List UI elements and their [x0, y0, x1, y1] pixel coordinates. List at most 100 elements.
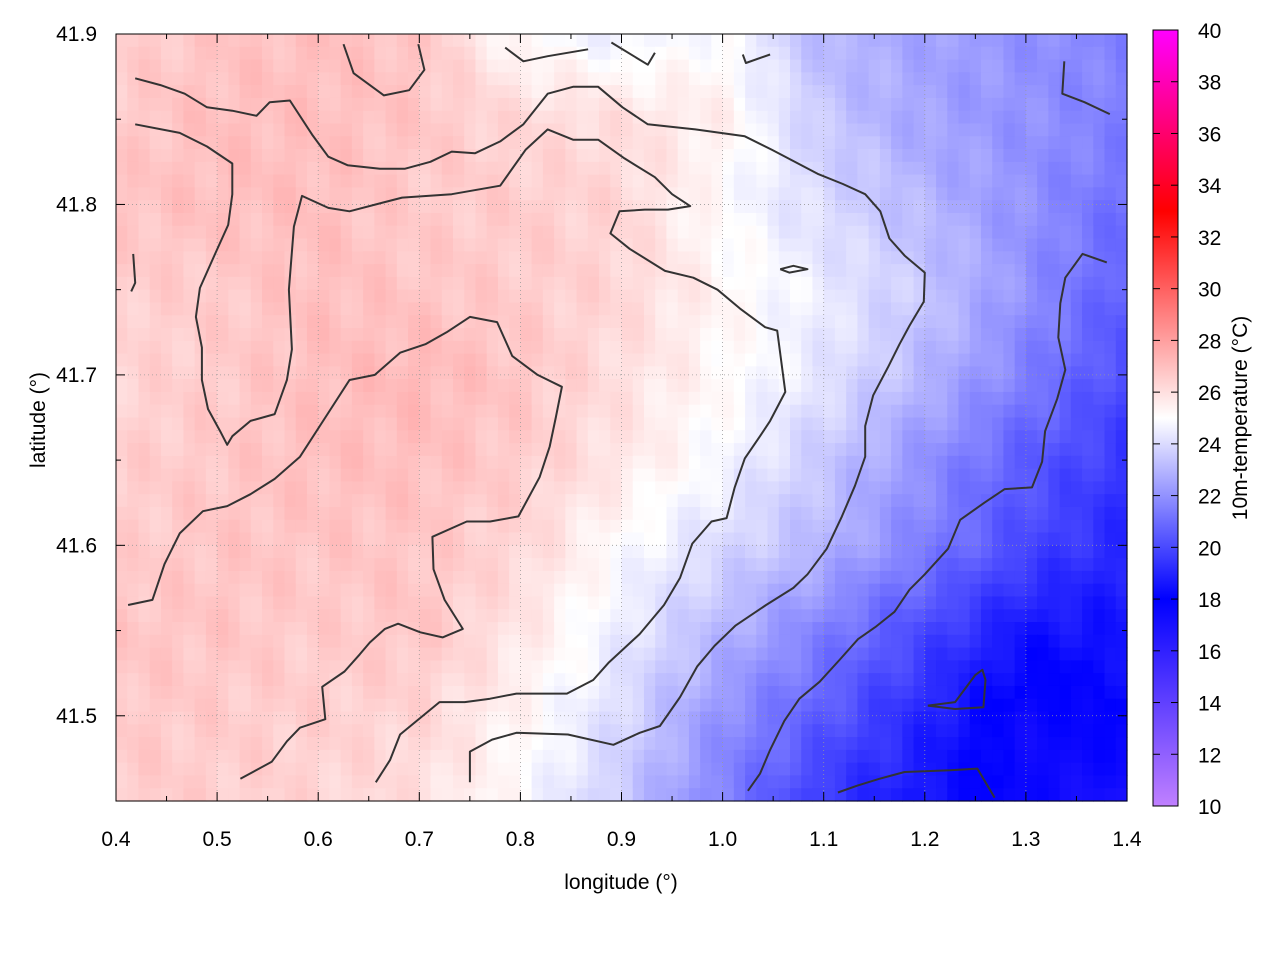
heatmap-cell — [902, 519, 915, 534]
heatmap-cell — [621, 519, 634, 534]
heatmap-cell — [756, 353, 769, 367]
heatmap-cell — [1104, 225, 1117, 240]
heatmap-cell — [295, 622, 308, 636]
heatmap-cell — [913, 417, 926, 431]
heatmap-cell — [1059, 673, 1072, 687]
heatmap-cell — [486, 647, 499, 661]
heatmap-cell — [1093, 468, 1106, 483]
heatmap-cell — [183, 289, 196, 304]
heatmap-cell — [497, 328, 510, 342]
heatmap-cell — [239, 46, 252, 61]
heatmap-cell — [992, 212, 1005, 227]
heatmap-cell — [790, 315, 802, 329]
heatmap-cell — [430, 634, 443, 649]
heatmap-cell — [891, 660, 903, 674]
heatmap-cell — [520, 340, 533, 355]
heatmap-cell — [138, 353, 151, 367]
heatmap-cell — [340, 583, 353, 598]
heatmap-cell — [306, 174, 319, 188]
heatmap-cell — [318, 85, 331, 99]
heatmap-cell — [554, 622, 566, 636]
heatmap-cell — [688, 685, 701, 700]
heatmap-cell — [733, 276, 746, 291]
heatmap-cell — [127, 724, 140, 738]
heatmap-cell — [284, 596, 297, 610]
heatmap-cell — [733, 596, 746, 610]
heatmap-cell — [1115, 136, 1128, 150]
heatmap-cell — [497, 289, 510, 304]
heatmap-cell — [902, 596, 915, 610]
heatmap-cell — [632, 149, 645, 163]
heatmap-cell — [846, 634, 858, 649]
heatmap-cell — [913, 187, 926, 201]
heatmap-cell — [610, 711, 623, 725]
heatmap-cell — [902, 455, 915, 470]
heatmap-cell — [385, 225, 398, 240]
heatmap-cell — [160, 391, 173, 406]
heatmap-cell — [127, 379, 140, 393]
heatmap-cell — [1025, 647, 1038, 661]
heatmap-cell — [745, 187, 757, 201]
heatmap-cell — [509, 570, 521, 585]
heatmap-cell — [1025, 558, 1038, 572]
heatmap-cell — [722, 174, 735, 188]
heatmap-cell — [419, 711, 432, 725]
heatmap-cell — [745, 353, 757, 367]
heatmap-cell — [643, 660, 656, 674]
heatmap-cell — [891, 417, 903, 431]
heatmap-cell — [879, 622, 892, 636]
heatmap-cell — [441, 494, 454, 508]
heatmap-cell — [228, 59, 241, 73]
heatmap-cell — [250, 532, 263, 546]
heatmap-cell — [632, 481, 645, 495]
heatmap-cell — [116, 583, 128, 598]
heatmap-cell — [127, 174, 140, 188]
heatmap-cell — [509, 72, 521, 86]
heatmap-cell — [262, 174, 274, 188]
heatmap-cell — [183, 673, 196, 687]
heatmap-cell — [127, 673, 140, 687]
heatmap-cell — [868, 417, 881, 431]
heatmap-cell — [194, 570, 207, 585]
heatmap-cell — [329, 596, 342, 610]
heatmap-cell — [205, 174, 218, 188]
heatmap-cell — [790, 34, 802, 48]
heatmap-cell — [733, 583, 746, 598]
heatmap-cell — [1093, 302, 1106, 316]
heatmap-cell — [217, 737, 229, 751]
heatmap-cell — [1104, 136, 1117, 150]
heatmap-cell — [1003, 276, 1016, 291]
heatmap-cell — [857, 161, 870, 176]
heatmap-cell — [1115, 481, 1128, 495]
heatmap-cell — [419, 481, 432, 495]
heatmap-cell — [767, 494, 780, 508]
heatmap-cell — [1070, 46, 1083, 61]
heatmap-cell — [374, 724, 387, 738]
heatmap-cell — [902, 34, 915, 48]
heatmap-cell — [396, 558, 409, 572]
heatmap-cell — [1093, 59, 1106, 73]
heatmap-cell — [655, 366, 668, 380]
heatmap-cell — [340, 238, 353, 252]
heatmap-cell — [913, 698, 926, 713]
heatmap-cell — [149, 634, 162, 649]
heatmap-cell — [1037, 366, 1049, 380]
heatmap-cell — [228, 404, 241, 419]
heatmap-cell — [374, 519, 387, 534]
heatmap-cell — [632, 315, 645, 329]
heatmap-cell — [891, 187, 903, 201]
heatmap-cell — [565, 46, 578, 61]
heatmap-cell — [194, 302, 207, 316]
heatmap-cell — [464, 443, 477, 457]
heatmap-cell — [1059, 34, 1072, 48]
heatmap-cell — [733, 59, 746, 73]
heatmap-cell — [1093, 570, 1106, 585]
heatmap-cell — [138, 302, 151, 316]
heatmap-cell — [879, 174, 892, 188]
heatmap-cell — [1014, 276, 1027, 291]
heatmap-cell — [980, 123, 993, 137]
heatmap-cell — [778, 353, 791, 367]
heatmap-cell — [958, 379, 971, 393]
heatmap-cell — [374, 353, 387, 367]
heatmap-cell — [666, 698, 679, 713]
